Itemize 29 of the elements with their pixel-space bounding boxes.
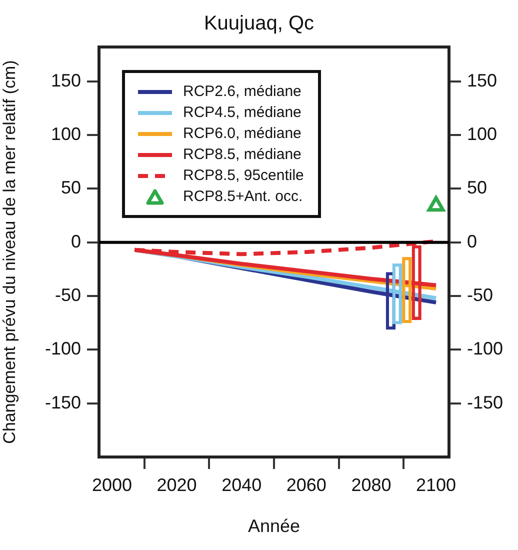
x-tick-label: 2080 <box>351 474 392 495</box>
y2-tick-label: 100 <box>467 124 498 144</box>
legend-label: RCP4.5, médiane <box>183 103 302 123</box>
y2-tick-label: 0 <box>467 231 478 252</box>
legend-label: RCP8.5, médiane <box>183 145 302 165</box>
y-tick-label: 0 <box>70 231 81 252</box>
y-axis-title: Changement prévu du niveau de la mer relatif (cm) <box>0 60 19 444</box>
y-tick-label: 100 <box>50 124 81 144</box>
y2-tick-label: 150 <box>467 70 498 90</box>
legend-label: RCP2.6, médiane <box>183 82 302 102</box>
x-axis-title: Année <box>248 516 300 536</box>
y2-tick-label: -100 <box>467 338 504 359</box>
legend-label: RCP8.5+Ant. occ. <box>183 187 303 207</box>
y2-tick-label: 50 <box>467 178 488 198</box>
y2-tick-label: -50 <box>467 284 494 305</box>
y-tick-label: 150 <box>50 70 81 90</box>
y-tick-label: 50 <box>60 178 81 198</box>
x-tick-label: 2040 <box>222 474 262 495</box>
chart-title: Kuujuaq, Qc <box>204 12 314 35</box>
y-tick-label: -150 <box>44 392 81 412</box>
legend-label: RCP6.0, médiane <box>183 124 302 144</box>
legend-label: RCP8.5, 95centile <box>183 166 304 186</box>
x-tick-label: 2100 <box>416 474 456 495</box>
y2-tick-label: -150 <box>467 392 504 412</box>
y-tick-label: -100 <box>44 338 81 359</box>
x-tick-label: 2000 <box>92 474 132 495</box>
y-tick-label: -50 <box>54 284 81 305</box>
x-tick-label: 2020 <box>156 474 197 495</box>
x-tick-label: 2060 <box>286 474 326 495</box>
